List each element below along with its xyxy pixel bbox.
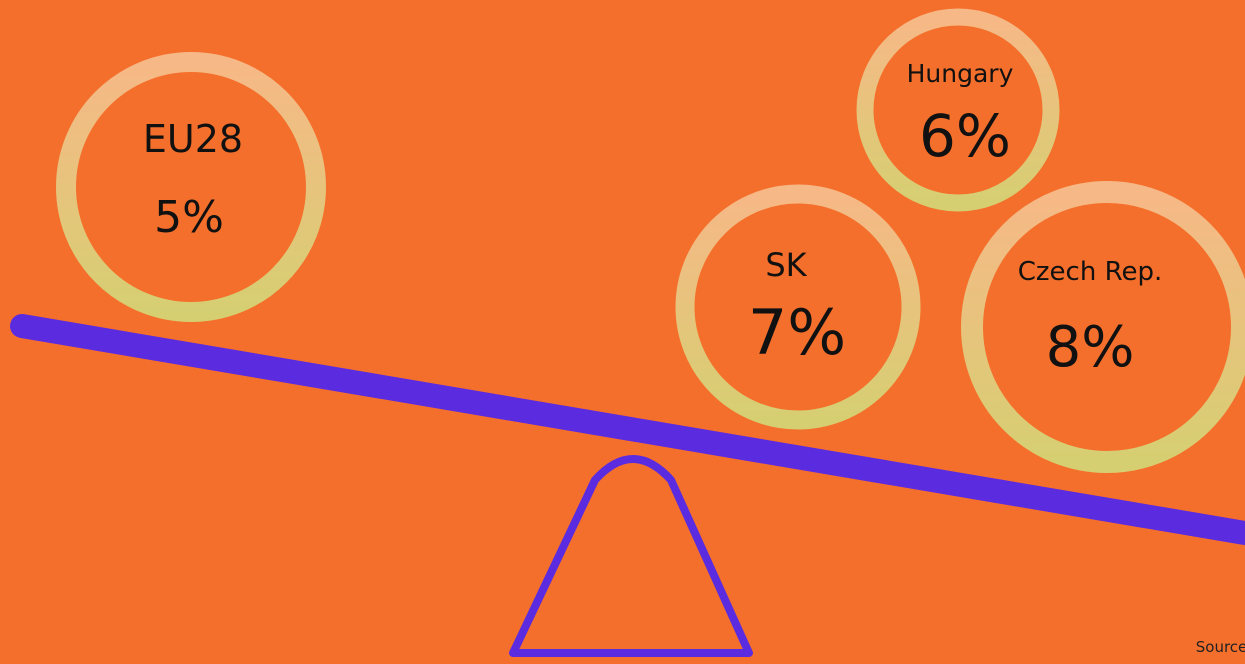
circle-label: SK (765, 246, 807, 284)
circle-value: 7% (748, 296, 846, 369)
seesaw-fulcrum (509, 455, 753, 657)
circle-label: EU28 (143, 117, 243, 161)
circle-label: Hungary (907, 59, 1014, 88)
source-note: Source: EI (1170, 638, 1245, 656)
circle-ring (856, 8, 1060, 212)
circle-ring (675, 184, 921, 430)
circle-value: 6% (919, 102, 1011, 170)
circle-value: 8% (1046, 315, 1135, 380)
circle-label: Czech Rep. (1018, 257, 1163, 287)
circle-hungary: Hungary 6% (856, 8, 1060, 212)
circle-value: 5% (154, 192, 224, 243)
source-text: Source: EI (1195, 638, 1245, 656)
circle-ring (961, 181, 1245, 473)
circle-eu28: EU28 5% (56, 52, 326, 322)
seesaw-beam (10, 314, 1245, 545)
circle-sk: SK 7% (675, 184, 921, 430)
circle-ring (56, 52, 326, 322)
circle-czech-rep: Czech Rep. 8% (961, 181, 1245, 473)
